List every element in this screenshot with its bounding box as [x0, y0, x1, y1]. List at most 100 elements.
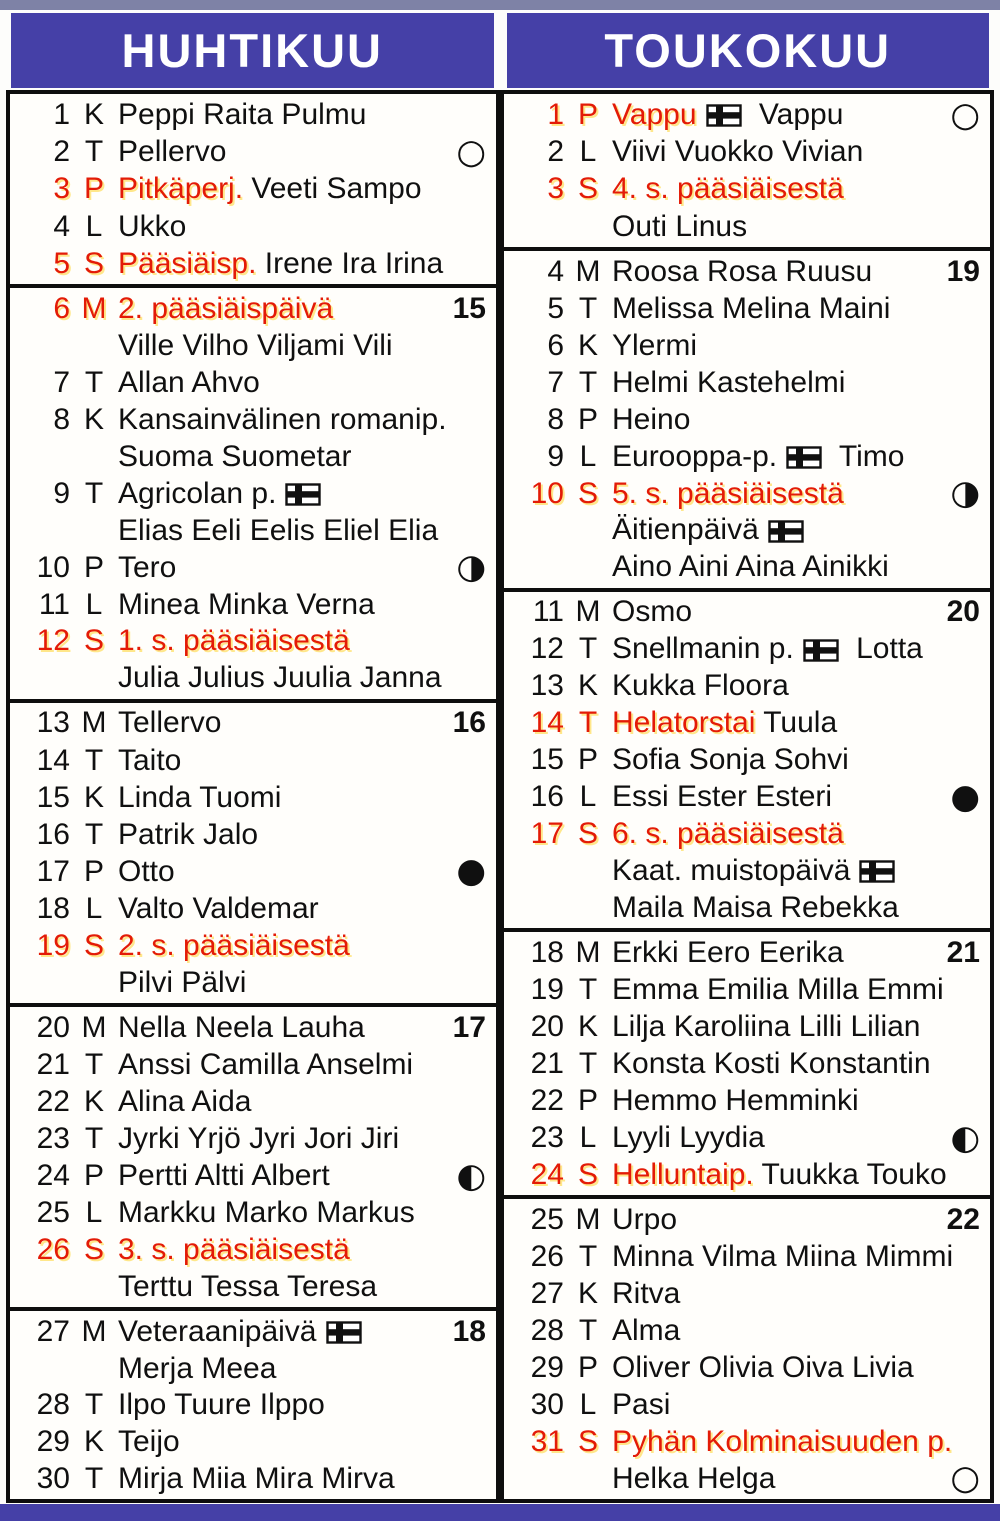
day-text: Julia Julius Juulia Janna — [118, 662, 486, 694]
week-section: 4 M Roosa Rosa Ruusu 19 5 T Melissa Melina Mai… — [504, 251, 990, 592]
day-number: 13 — [36, 706, 70, 740]
day-text: Konsta Kosti Konstantin — [612, 1048, 980, 1080]
weekday-letter: T — [84, 1121, 104, 1155]
names-text: Essi Ester Esteri — [612, 780, 833, 814]
names-text: Mirja Miia Mira Mirva — [118, 1461, 395, 1495]
day-text: 2. pääsiäispäivä — [118, 293, 453, 325]
day-number: 22 — [530, 1083, 564, 1117]
top-edge-strip — [0, 0, 1000, 10]
weekday-letter: L — [579, 780, 597, 814]
calendar-day-row: 2 T Pellervo ○ — [10, 133, 496, 170]
weekday-letter: S — [83, 1233, 104, 1267]
names-text: Nella Neela Lauha — [118, 1010, 365, 1044]
day-text: Helmi Kastehelmi — [612, 367, 980, 399]
day-text: Helatorstai Tuula — [612, 707, 980, 739]
weekday-letter: K — [577, 669, 598, 703]
day-text: Pääsiäisp. Irene Ira Irina — [118, 248, 486, 280]
week-number: 21 — [946, 935, 980, 969]
day-text: Kansainvälinen romanip. — [118, 404, 486, 436]
month-column-toukokuu: 1 P Vappu Vappu ○ 2 L Viivi Vuokko Vivian 3 S 4. … — [500, 90, 994, 1503]
day-text: Osmo — [612, 596, 947, 628]
new-moon-icon: ● — [950, 776, 980, 817]
names-text: Julia Julius Juulia Janna — [118, 661, 442, 695]
names-text: Patrik Jalo — [118, 817, 259, 851]
day-text: Hemmo Hemminki — [612, 1085, 980, 1117]
full-moon-icon: ○ — [950, 94, 980, 135]
weekday-letter: T — [84, 1047, 104, 1081]
calendar-continuation-row: Ville Vilho Viljami Vili — [10, 327, 496, 364]
day-number: 1 — [547, 97, 564, 131]
calendar-continuation-row: Äitienpäivä — [504, 512, 990, 549]
weekday-letter: P — [577, 743, 598, 777]
day-text: 2. s. pääsiäisestä — [118, 930, 486, 962]
calendar-day-row: 30 T Mirja Miia Mira Mirva — [10, 1460, 496, 1497]
calendar-day-row: 7 T Helmi Kastehelmi — [504, 364, 990, 401]
day-text: Elias Eeli Eelis Eliel Elia — [118, 515, 486, 547]
names-text: Roosa Rosa Ruusu — [612, 254, 873, 288]
names-text: Kansainvälinen romanip. — [118, 402, 447, 436]
day-text: Tellervo — [118, 707, 453, 739]
day-text: Pyhän Kolminaisuuden p. — [612, 1426, 980, 1458]
weekday-letter: T — [578, 972, 598, 1006]
day-number: 13 — [530, 669, 564, 703]
day-text: Vappu Vappu — [612, 99, 950, 131]
calendar-day-row: 4 L Ukko — [10, 208, 496, 245]
day-text: Roosa Rosa Ruusu — [612, 256, 947, 288]
day-number: 31 — [530, 1424, 564, 1458]
names-text: Alma — [612, 1313, 681, 1347]
calendar-day-row: 15 P Sofia Sonja Sohvi — [504, 741, 990, 778]
last-quarter-moon-icon: ◑ — [950, 473, 980, 514]
names-text: Pellervo — [118, 135, 227, 169]
day-text: Ukko — [118, 211, 486, 243]
calendar-continuation-row: Suoma Suometar — [10, 438, 496, 475]
names-text: Lotta — [847, 632, 923, 666]
weekday-letter: T — [578, 632, 598, 666]
day-number: 4 — [53, 209, 70, 243]
calendar-day-row: 21 T Anssi Camilla Anselmi — [10, 1046, 496, 1083]
names-text: Pilvi Pälvi — [118, 965, 247, 999]
day-text: Ritva — [612, 1278, 980, 1310]
new-moon-icon: ● — [456, 851, 486, 892]
day-number: 25 — [36, 1196, 70, 1230]
day-text: Minna Vilma Miina Mimmi — [612, 1241, 980, 1273]
weekday-letter: S — [83, 624, 104, 658]
calendar-day-row: 2 L Viivi Vuokko Vivian — [504, 133, 990, 170]
day-text: Pitkäperj. Veeti Sampo — [118, 173, 486, 205]
calendar-day-row: 8 P Heino — [504, 401, 990, 438]
day-text: Heino — [612, 404, 980, 436]
calendar-day-row: 26 S 3. s. pääsiäisestä — [10, 1231, 496, 1268]
calendar-day-row: 21 T Konsta Kosti Konstantin — [504, 1045, 990, 1082]
calendar-continuation-row: Elias Eeli Eelis Eliel Elia — [10, 512, 496, 549]
calendar-day-row: 25 L Markku Marko Markus — [10, 1194, 496, 1231]
day-text: Veteraanipäivä — [118, 1316, 453, 1348]
day-number: 10 — [530, 476, 564, 510]
names-text: Vappu — [750, 97, 844, 131]
weekday-letter: P — [577, 1350, 598, 1384]
calendar-day-row: 6 M 2. pääsiäispäivä 15 — [10, 290, 496, 327]
names-text: Irene Ira Irina — [256, 246, 444, 280]
week-number: 15 — [452, 291, 486, 325]
day-text: Pasi — [612, 1389, 980, 1421]
calendar-day-row: 11 L Minea Minka Verna — [10, 586, 496, 623]
weekday-letter: S — [577, 1157, 598, 1191]
calendar-day-row: 10 P Tero ◑ — [10, 549, 496, 586]
day-number: 21 — [36, 1047, 70, 1081]
day-text: Pilvi Pälvi — [118, 967, 486, 999]
weekday-letter: K — [83, 1425, 104, 1459]
last-quarter-moon-icon: ◑ — [456, 547, 486, 588]
calendar-continuation-row: Terttu Tessa Teresa — [10, 1268, 496, 1305]
calendar-continuation-row: Helka Helga ○ — [504, 1460, 990, 1497]
first-quarter-moon-icon: ◐ — [456, 1155, 486, 1196]
day-number: 23 — [530, 1120, 564, 1154]
day-text: 4. s. pääsiäisestä — [612, 173, 980, 205]
weekday-letter: T — [578, 1239, 598, 1273]
finnish-flag-icon — [768, 519, 804, 543]
names-text: Merja Meea — [118, 1351, 277, 1385]
day-text: Merja Meea — [118, 1353, 486, 1385]
holiday-label: Pääsiäisp. — [118, 246, 257, 280]
weekday-letter: L — [85, 209, 103, 243]
calendar-day-row: 27 M Veteraanipäivä 18 — [10, 1313, 496, 1350]
calendar-day-row: 22 P Hemmo Hemminki — [504, 1082, 990, 1119]
week-number: 18 — [452, 1314, 486, 1348]
day-number: 18 — [530, 935, 564, 969]
